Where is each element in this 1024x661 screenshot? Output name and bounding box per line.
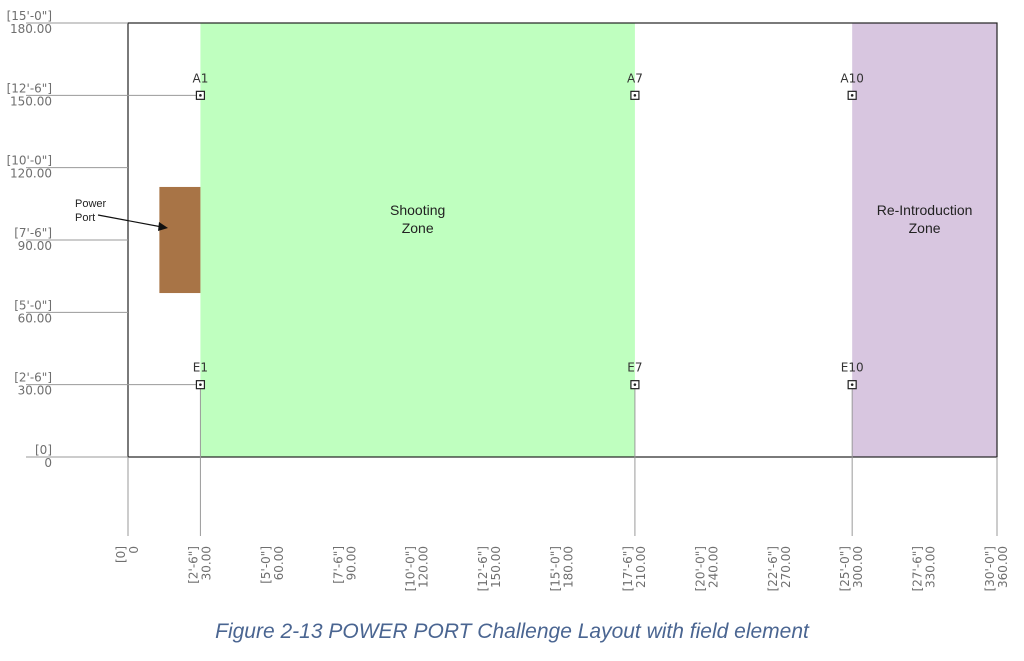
y-tick-feet-label: [12'-6"] [7, 81, 52, 95]
x-tick-feet-label: [27'-6"] [911, 546, 925, 591]
x-tick-feet-label: [5'-0"] [259, 546, 273, 584]
marker-label: E10 [841, 361, 864, 375]
x-tick-decimal-label: 180.00 [562, 546, 576, 588]
marker-dot [199, 383, 202, 386]
x-tick-decimal-label: 360.00 [996, 546, 1010, 588]
marker-label: E1 [193, 361, 208, 375]
y-tick-feet-label: [2'-6"] [14, 371, 52, 385]
x-tick-feet-label: [17'-6"] [621, 546, 635, 591]
marker-label: E7 [627, 361, 642, 375]
x-tick-feet-label: [15'-0"] [549, 546, 563, 591]
x-tick-decimal-label: 30.00 [199, 546, 213, 580]
power-port [159, 186, 201, 294]
x-tick-feet-label: [0] [114, 546, 128, 563]
power-port-label: Power [75, 198, 107, 210]
y-tick-decimal-label: 120.00 [10, 167, 52, 181]
x-tick-decimal-label: 330.00 [924, 546, 938, 588]
x-tick-feet-label: [20'-0"] [693, 546, 707, 591]
y-dimension-axis: [15'-0"]180.00 [12'-6"]150.00 [10'-0"]120.… [7, 9, 52, 470]
marker-dot [850, 94, 854, 97]
power-port-arrow-line [97, 214, 163, 228]
y-tick-feet-label: [15'-0"] [7, 9, 52, 23]
x-tick-decimal-label: 300.00 [851, 546, 865, 588]
y-tick-decimal-label: 180.00 [10, 22, 52, 36]
x-tick-decimal-label: 0 [127, 546, 141, 554]
shooting-zone-label: Zone [402, 220, 434, 236]
reintroduction-zone [852, 23, 997, 457]
reintroduction-zone-label: Re-Introduction [877, 202, 973, 218]
shooting-zone [200, 23, 635, 457]
x-tick-decimal-label: 270.00 [779, 546, 793, 588]
x-tick-decimal-label: 240.00 [706, 546, 720, 588]
power-port-label: Port [75, 212, 95, 224]
y-tick-decimal-label: 30.00 [18, 384, 52, 398]
marker-dot [633, 94, 637, 97]
field-layout-diagram: [15'-0"]180.00[12'-6"]150.00[10'-0"]120.… [7, 9, 1010, 591]
x-tick-feet-label: [12'-6"] [476, 546, 490, 591]
marker-label: A1 [192, 71, 208, 85]
y-tick-decimal-label: 60.00 [18, 311, 52, 325]
y-tick-feet-label: [0] [35, 443, 52, 457]
marker-label: A7 [627, 71, 643, 85]
marker-dot [850, 383, 854, 386]
y-tick-decimal-label: 90.00 [18, 239, 52, 253]
x-tick-decimal-label: 150.00 [489, 546, 503, 588]
y-tick-feet-label: [7'-6"] [14, 226, 52, 240]
y-tick-decimal-label: 150.00 [10, 94, 52, 108]
zone-labels: Shooting Zone Re-Introduction Zone Power Port [75, 198, 972, 236]
y-tick-feet-label: [10'-0"] [7, 154, 52, 168]
field-markers: A1 A7 A10 E1 E7 E10 [192, 71, 864, 390]
x-tick-decimal-label: 210.00 [634, 546, 648, 588]
figure-caption: Figure 2-13 POWER PORT Challenge Layout … [215, 620, 809, 643]
x-tick-feet-label: [25'-0"] [838, 546, 852, 591]
x-tick-decimal-label: 120.00 [417, 546, 431, 588]
y-tick-feet-label: [5'-0"] [14, 298, 52, 312]
dimension-lines [26, 22, 998, 536]
reintroduction-zone-label: Zone [909, 220, 941, 236]
field-zones [127, 22, 998, 458]
marker-label: A10 [840, 71, 863, 85]
marker-dot [633, 383, 637, 386]
power-port-arrow-head [158, 222, 168, 231]
x-tick-decimal-label: 60.00 [272, 546, 286, 580]
y-tick-decimal-label: 0 [44, 456, 52, 470]
shooting-zone-label: Shooting [390, 202, 445, 218]
x-tick-feet-label: [2'-6"] [186, 546, 200, 584]
marker-dot [199, 94, 202, 97]
x-tick-feet-label: [22'-6"] [766, 546, 780, 591]
x-tick-decimal-label: 90.00 [344, 546, 358, 580]
x-tick-feet-label: [30'-0"] [983, 546, 997, 591]
x-tick-feet-label: [7'-6"] [331, 546, 345, 584]
x-dimension-axis: [0] 0 [2'-6"] 30.00 [5'-0"] 60.00 [7'-6"] 90.00… [114, 546, 1010, 591]
x-tick-feet-label: [10'-0"] [404, 546, 418, 591]
